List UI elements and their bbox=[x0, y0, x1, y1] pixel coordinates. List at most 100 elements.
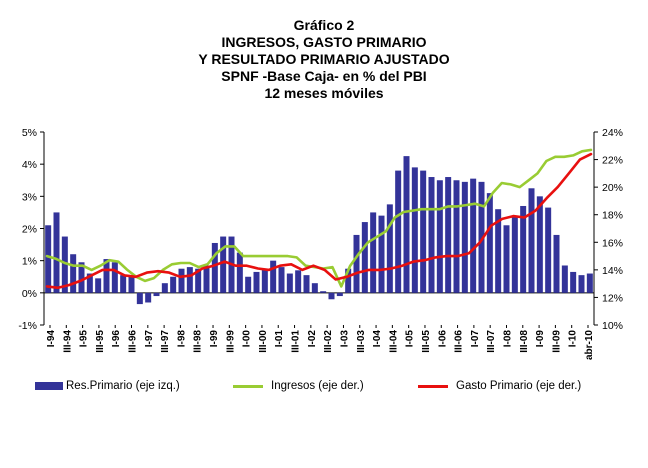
bar-res-primario bbox=[95, 278, 102, 293]
bar-res-primario bbox=[303, 275, 310, 293]
x-tick-label: I-00 bbox=[242, 330, 253, 348]
x-tick-label: I-01 bbox=[274, 330, 285, 348]
x-tick-label: III-09 bbox=[551, 330, 562, 353]
legend-item-ingresos: Ingresos (eje der.) bbox=[233, 380, 364, 392]
bar-res-primario bbox=[61, 236, 68, 293]
bar-res-primario bbox=[403, 156, 410, 293]
bar-res-primario bbox=[128, 276, 135, 293]
x-tick-label: I-98 bbox=[176, 330, 187, 348]
bar-res-primario bbox=[320, 291, 327, 293]
bar-res-primario bbox=[586, 273, 593, 293]
left-tick-label: 0% bbox=[22, 288, 37, 300]
right-tick-label: 20% bbox=[602, 182, 623, 194]
bar-res-primario bbox=[161, 283, 168, 293]
bar-res-primario bbox=[353, 234, 360, 293]
bar-res-primario bbox=[70, 254, 77, 293]
bar-res-primario bbox=[553, 234, 560, 293]
bar-res-primario bbox=[445, 177, 452, 293]
bar-res-primario bbox=[278, 267, 285, 293]
legend-swatch-gasto bbox=[418, 384, 448, 388]
x-tick-label: I-03 bbox=[339, 330, 350, 348]
bar-res-primario bbox=[286, 273, 293, 293]
bar-res-primario bbox=[78, 262, 85, 293]
x-tick-label: III-07 bbox=[486, 330, 497, 353]
bar-res-primario bbox=[153, 292, 160, 297]
bar-res-primario bbox=[378, 215, 385, 293]
bar-res-primario bbox=[170, 276, 177, 293]
bar-res-primario bbox=[145, 292, 152, 303]
right-tick-label: 22% bbox=[602, 155, 623, 167]
x-tick-label: I-02 bbox=[307, 330, 318, 348]
chart-title-line-1: Gráfico 2 bbox=[293, 17, 355, 33]
bar-res-primario bbox=[195, 268, 202, 293]
left-tick-label: 4% bbox=[22, 159, 37, 171]
x-tick-label: III-97 bbox=[160, 330, 171, 353]
chart-legend: Res.Primario (eje izq.) Ingresos (eje de… bbox=[0, 380, 648, 400]
bar-res-primario bbox=[386, 204, 393, 293]
chart-title: Gráfico 2 INGRESOS, GASTO PRIMARIO Y RES… bbox=[0, 17, 648, 102]
bar-res-primario bbox=[578, 275, 585, 293]
bar-res-primario bbox=[245, 276, 252, 293]
bar-res-primario bbox=[528, 188, 535, 293]
bar-res-primario bbox=[520, 205, 527, 293]
left-tick-label: 1% bbox=[22, 256, 37, 268]
x-tick-label: III-96 bbox=[128, 330, 139, 353]
bar-res-primario bbox=[570, 271, 577, 293]
x-tick-label: III-94 bbox=[62, 330, 73, 353]
x-tick-label: III-00 bbox=[258, 330, 269, 353]
x-tick-label: III-99 bbox=[225, 330, 236, 353]
x-tick-label: III-95 bbox=[95, 330, 106, 353]
bar-res-primario bbox=[436, 180, 443, 293]
legend-item-res-primario: Res.Primario (eje izq.) bbox=[35, 380, 180, 392]
bar-res-primario bbox=[53, 212, 60, 293]
x-tick-label: I-08 bbox=[502, 330, 513, 348]
bar-res-primario bbox=[45, 225, 52, 293]
right-tick-label: 16% bbox=[602, 237, 623, 249]
legend-label-ingresos: Ingresos (eje der.) bbox=[271, 380, 364, 392]
left-tick-label: 3% bbox=[22, 191, 37, 203]
bar-res-primario bbox=[295, 270, 302, 293]
chart-title-line-2: INGRESOS, GASTO PRIMARIO bbox=[221, 34, 427, 50]
bar-res-primario bbox=[261, 268, 268, 293]
bar-res-primario bbox=[411, 167, 418, 293]
bar-res-primario bbox=[470, 178, 477, 293]
x-tick-label: III-03 bbox=[356, 330, 367, 353]
left-tick-label: 2% bbox=[22, 224, 37, 236]
bar-res-primario bbox=[186, 267, 193, 293]
x-tick-label: abr-10 bbox=[584, 330, 595, 360]
bar-res-primario bbox=[461, 181, 468, 293]
right-tick-label: 24% bbox=[602, 127, 623, 139]
x-tick-label: I-97 bbox=[144, 330, 155, 348]
x-tick-label: III-98 bbox=[193, 330, 204, 353]
x-tick-label: I-99 bbox=[209, 330, 220, 348]
bar-res-primario bbox=[328, 292, 335, 300]
x-tick-label: I-96 bbox=[111, 330, 122, 348]
bar-res-primario bbox=[486, 193, 493, 293]
legend-item-gasto: Gasto Primario (eje der.) bbox=[418, 380, 581, 392]
chart-title-line-4: SPNF -Base Caja- en % del PBI bbox=[221, 68, 427, 84]
bar-res-primario bbox=[511, 217, 518, 293]
right-tick-label: 12% bbox=[602, 292, 623, 304]
bar-res-primario bbox=[103, 259, 110, 293]
legend-swatch-ingresos bbox=[233, 384, 263, 388]
chart-title-line-5: 12 meses móviles bbox=[264, 85, 384, 101]
x-tick-label: III-08 bbox=[519, 330, 530, 353]
right-tick-label: 18% bbox=[602, 210, 623, 222]
x-tick-label: I-94 bbox=[46, 330, 57, 348]
bar-res-primario bbox=[111, 262, 118, 293]
bar-res-primario bbox=[361, 222, 368, 293]
bar-res-primario bbox=[86, 273, 93, 293]
right-tick-label: 14% bbox=[602, 265, 623, 277]
bar-res-primario bbox=[253, 271, 260, 293]
legend-label-res-primario: Res.Primario (eje izq.) bbox=[66, 380, 180, 392]
bar-res-primario bbox=[311, 283, 318, 293]
x-tick-label: III-01 bbox=[291, 330, 302, 353]
x-tick-label: I-06 bbox=[437, 330, 448, 348]
bar-res-primario bbox=[536, 196, 543, 293]
bar-res-primario bbox=[136, 292, 143, 305]
right-tick-label: 10% bbox=[602, 320, 623, 332]
bar-res-primario bbox=[370, 212, 377, 293]
x-tick-label: I-10 bbox=[568, 330, 579, 348]
bar-res-primario bbox=[503, 225, 510, 293]
